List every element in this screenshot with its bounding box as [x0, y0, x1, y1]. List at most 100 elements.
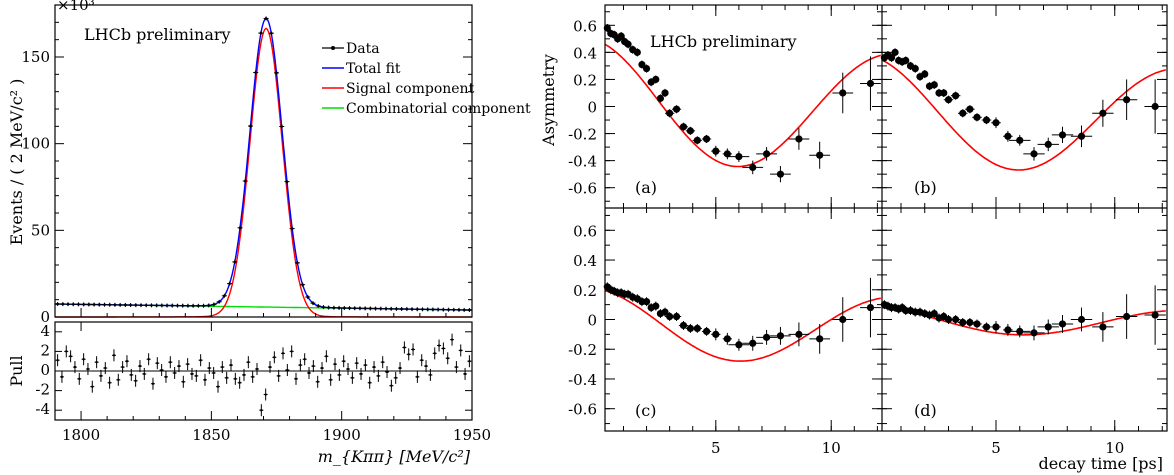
asymmetry-point [930, 81, 938, 89]
pull-point [151, 382, 155, 385]
mass-data-point [98, 303, 101, 306]
pull-point [346, 367, 350, 371]
y-multiplier-label: ×10³ [57, 0, 95, 14]
asymmetry-point [666, 312, 674, 321]
asymmetry-point [1123, 96, 1131, 104]
pull-point [73, 365, 77, 369]
asymmetry-point [679, 321, 688, 330]
pull-point [121, 365, 124, 369]
mass-data-point [170, 304, 174, 307]
mass-data-point [348, 306, 351, 310]
pull-point [86, 367, 90, 371]
pull-y-tick-label: -4 [35, 400, 50, 418]
pull-point [60, 375, 64, 379]
asymmetry-fit-curve [604, 289, 881, 362]
subplot-label-a: (a) [635, 178, 657, 197]
asymmetry-y-tick-label: 0.2 [573, 282, 597, 300]
mass-data-point [358, 306, 362, 310]
mass-data-point [369, 307, 372, 310]
asymmetry-subplot-b: (b) [880, 5, 1167, 208]
mass-y-ticks: 0 50 100 150 [21, 4, 472, 326]
asymmetry-point [1044, 323, 1052, 331]
mass-data-points [55, 16, 472, 313]
asymmetry-point [959, 318, 967, 327]
mass-data-point [254, 71, 257, 74]
mass-data-point [342, 306, 346, 310]
mass-data-point [322, 305, 325, 309]
pull-point [403, 346, 406, 349]
pull-point [169, 360, 172, 364]
pull-point [229, 363, 233, 367]
mass-data-point [191, 304, 195, 308]
mass-data-point [139, 303, 143, 307]
mass-data-point [389, 307, 393, 311]
pull-point [329, 378, 332, 382]
pull-point [173, 371, 176, 375]
pull-point [130, 373, 133, 377]
pull-point [143, 372, 146, 376]
pull-point [234, 377, 237, 381]
asymmetry-content: -0.6 -0.4 -0.2 0 0.2 0.4 0.6 (a) (b) -0.6 -0.4 -0.2… [568, 5, 1167, 457]
pull-point [450, 338, 454, 341]
pull-point [359, 372, 363, 376]
pull-point [429, 373, 432, 377]
asymmetry-point [944, 315, 953, 324]
asymmetry-point [679, 123, 688, 131]
asymmetry-point [666, 109, 674, 117]
pull-point [437, 344, 441, 347]
asymmetry-point [973, 113, 981, 121]
asymmetry-point [723, 335, 731, 343]
asymmetry-point [776, 332, 785, 340]
mass-data-point [275, 71, 278, 75]
pull-point [255, 367, 259, 371]
pull-y-axis-label: Pull [7, 355, 26, 386]
asymmetry-x-axis-label: decay time [ps] [1038, 454, 1163, 473]
mass-data-point [207, 304, 211, 307]
mass-data-point [243, 179, 247, 183]
mass-data-point [285, 180, 289, 183]
mass-data-point [296, 261, 299, 265]
mass-data-point [374, 307, 377, 310]
asymmetry-point [839, 315, 847, 324]
pull-point [424, 364, 428, 368]
asymmetry-point [656, 94, 665, 102]
mass-x-tick-label: 1850 [192, 426, 230, 444]
mass-data-point [176, 304, 179, 307]
pull-point [260, 409, 263, 412]
pull-point [364, 363, 367, 367]
mass-data-point [395, 307, 398, 311]
pull-point [433, 352, 436, 355]
pull-point [372, 365, 376, 369]
pull-point [251, 375, 254, 379]
pull-y-tick-label: 4 [40, 322, 50, 340]
asymmetry-subplot-a: -0.6 -0.4 -0.2 0 0.2 0.4 0.6 (a) [568, 5, 882, 208]
mass-data-point [82, 303, 85, 306]
pull-point [312, 364, 315, 368]
mass-data-point [436, 308, 440, 311]
pull-point [325, 355, 328, 358]
mass-data-point [431, 308, 435, 311]
pull-point [104, 366, 107, 370]
subplot-label-b: (b) [914, 178, 937, 197]
lhcb-label-mass: LHCb preliminary [84, 25, 231, 44]
pull-point [368, 381, 371, 384]
pull-point [411, 348, 415, 351]
pull-point [268, 365, 272, 369]
pull-point [394, 376, 397, 380]
asymmetry-point [1016, 136, 1024, 144]
pull-point [355, 361, 358, 365]
asymmetry-subplot-d: 5 10 (d) [880, 208, 1167, 457]
mass-data-point [223, 294, 226, 298]
mass-data-point [270, 31, 273, 35]
asymmetry-point [1151, 102, 1159, 111]
mass-data-point [452, 308, 456, 312]
asymmetry-point [973, 320, 981, 328]
asymmetry-y-axis-label: Asymmetry [539, 54, 558, 147]
mass-data-point [363, 307, 367, 310]
pull-point [195, 374, 198, 378]
asymmetry-point [672, 312, 681, 321]
mass-data-point [103, 303, 106, 306]
mass-data-point [77, 303, 80, 306]
asymmetry-point [952, 315, 960, 324]
mass-data-point [197, 304, 200, 308]
